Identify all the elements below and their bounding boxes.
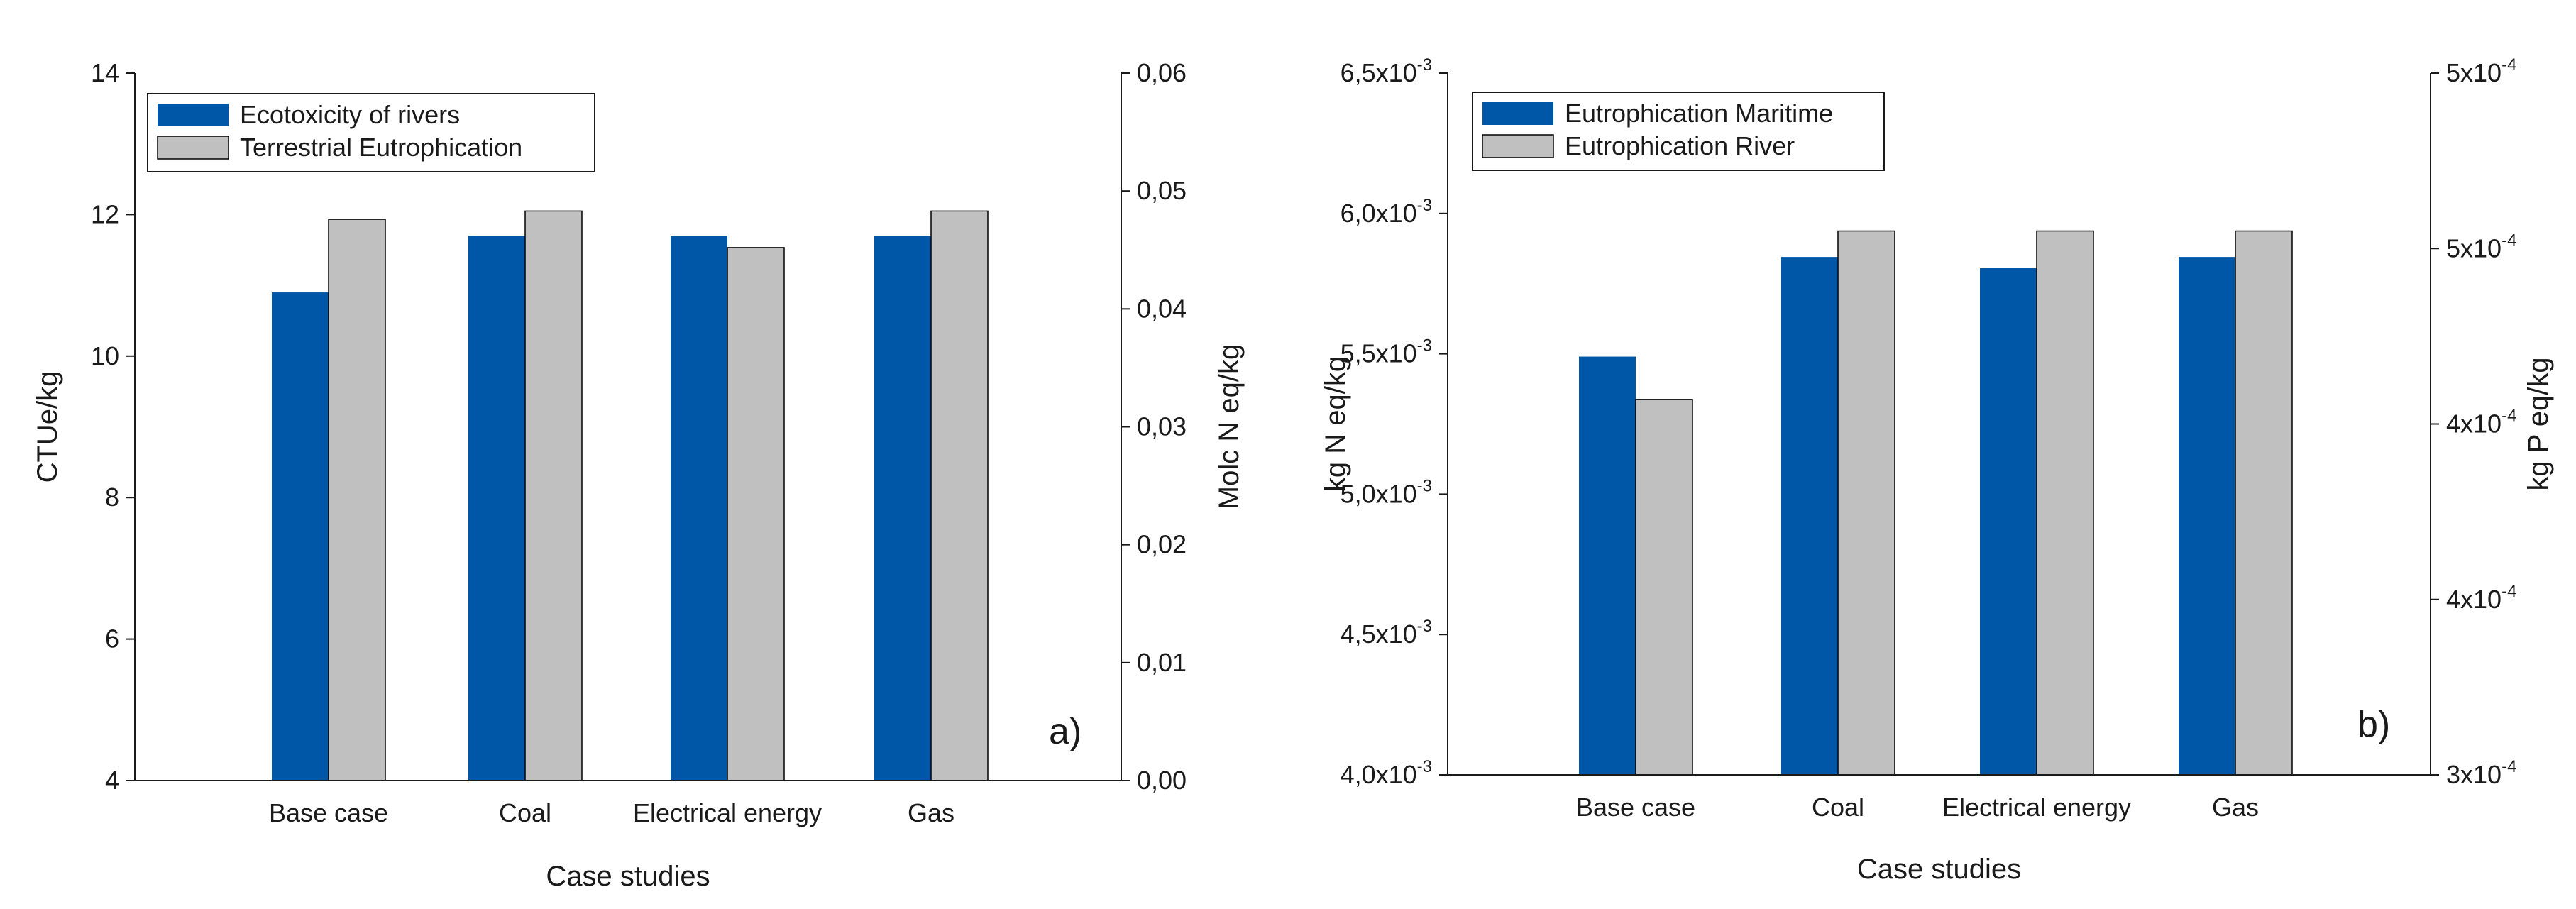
y-tick-label-right: 0,04: [1137, 294, 1187, 323]
y-tick-label-left: 12: [91, 199, 119, 228]
y-tick-label-right: 0,05: [1137, 176, 1187, 205]
y-tick-label-right: 0,06: [1137, 58, 1187, 87]
x-axis-title: Case studies: [1857, 854, 2021, 885]
y-axis-title-right: kg P eq/kg: [2523, 357, 2554, 490]
bar-series2-coal: [524, 210, 583, 781]
chart-panel-a: 4 6 8 10 12 14 0,00 0,01 0,02 0,03 0,04 0,05 0,06 Bas…: [32, 58, 1245, 892]
legend-swatch-series2: [1482, 134, 1554, 158]
y-tick-label-left: 8: [105, 483, 119, 512]
bar-series2-electrical-energy: [727, 247, 785, 781]
bar-series2-gas: [2235, 230, 2293, 776]
y-tick-label-left: 6: [105, 624, 119, 654]
y-tick-label-right: 4x10-4: [2446, 582, 2516, 614]
legend-label: Eutrophication River: [1565, 131, 1795, 160]
panel-label: a): [1049, 711, 1081, 752]
x-tick-label: Electrical energy: [633, 798, 822, 827]
x-tick-label: Base case: [1576, 793, 1695, 822]
legend-label: Eutrophication Maritime: [1565, 99, 1833, 128]
legend: Ecotoxicity of rivers Terrestrial Eutroph…: [147, 93, 595, 172]
bar-series1-coal: [1781, 257, 1838, 775]
y-axis-title-left: kg N eq/kg: [1320, 356, 1351, 492]
bar-series1-electrical-energy: [1980, 268, 2037, 775]
y-tick-label-left: 10: [91, 341, 119, 370]
legend-swatch-series1: [1482, 102, 1553, 125]
bar-series1-gas: [2179, 257, 2235, 775]
y-tick-label-right: 0,01: [1137, 648, 1187, 677]
bar-series1-electrical-energy: [671, 236, 727, 781]
y-tick-label-right: 3x10-4: [2446, 757, 2516, 789]
y-tick-label-left: 14: [91, 58, 119, 87]
chart-panel-b: 4,0x10-3 4,5x10-3 5,0x10-3 5,5x10-3 6,0x10-3…: [1320, 55, 2554, 885]
legend: Eutrophication Maritime Eutrophication Ri…: [1472, 92, 1885, 171]
y-tick-label-right: 0,00: [1137, 766, 1187, 795]
y-tick-label-right: 0,02: [1137, 530, 1187, 559]
y-tick-label-right: 5x10-4: [2446, 55, 2516, 87]
y-tick-label-left: 4,0x10-3: [1341, 757, 1432, 789]
x-tick-label: Gas: [2212, 793, 2259, 822]
x-tick-label: Coal: [499, 798, 551, 827]
x-tick-label: Gas: [908, 798, 954, 827]
y-tick-label-left: 4: [105, 766, 119, 795]
legend-label: Ecotoxicity of rivers: [240, 100, 460, 129]
bar-series2-base-case: [328, 219, 386, 781]
x-axis-title: Case studies: [546, 861, 710, 892]
y-tick-label-left: 6,0x10-3: [1341, 196, 1432, 228]
legend-swatch-series2: [157, 136, 229, 160]
y-tick-label-right: 5x10-4: [2446, 231, 2516, 263]
bar-series1-coal: [468, 236, 525, 781]
panel-label: b): [2357, 704, 2390, 745]
y-axis-title-left: CTUe/kg: [32, 371, 63, 483]
bar-series2-coal: [1837, 230, 1895, 776]
x-tick-label: Coal: [1812, 793, 1864, 822]
bar-series2-gas: [930, 210, 989, 781]
bar-series1-base-case: [1579, 356, 1636, 775]
x-tick-label: Electrical energy: [1942, 793, 2131, 822]
y-tick-label-left: 6,5x10-3: [1341, 55, 1432, 87]
y-tick-label-left: 5,0x10-3: [1341, 476, 1432, 508]
y-axis-title-right: Molc N eq/kg: [1213, 344, 1245, 509]
legend-label: Terrestrial Eutrophication: [240, 133, 522, 162]
y-tick-label-right: 0,03: [1137, 412, 1187, 441]
bar-series2-electrical-energy: [2036, 230, 2094, 776]
x-tick-label: Base case: [269, 798, 388, 827]
bar-series2-base-case: [1635, 399, 1693, 776]
y-tick-label-right: 4x10-4: [2446, 407, 2516, 439]
y-tick-label-left: 5,5x10-3: [1341, 336, 1432, 368]
bar-series1-base-case: [272, 292, 329, 781]
y-tick-label-left: 4,5x10-3: [1341, 617, 1432, 649]
legend-swatch-series1: [158, 104, 229, 126]
bar-series1-gas: [874, 236, 931, 781]
